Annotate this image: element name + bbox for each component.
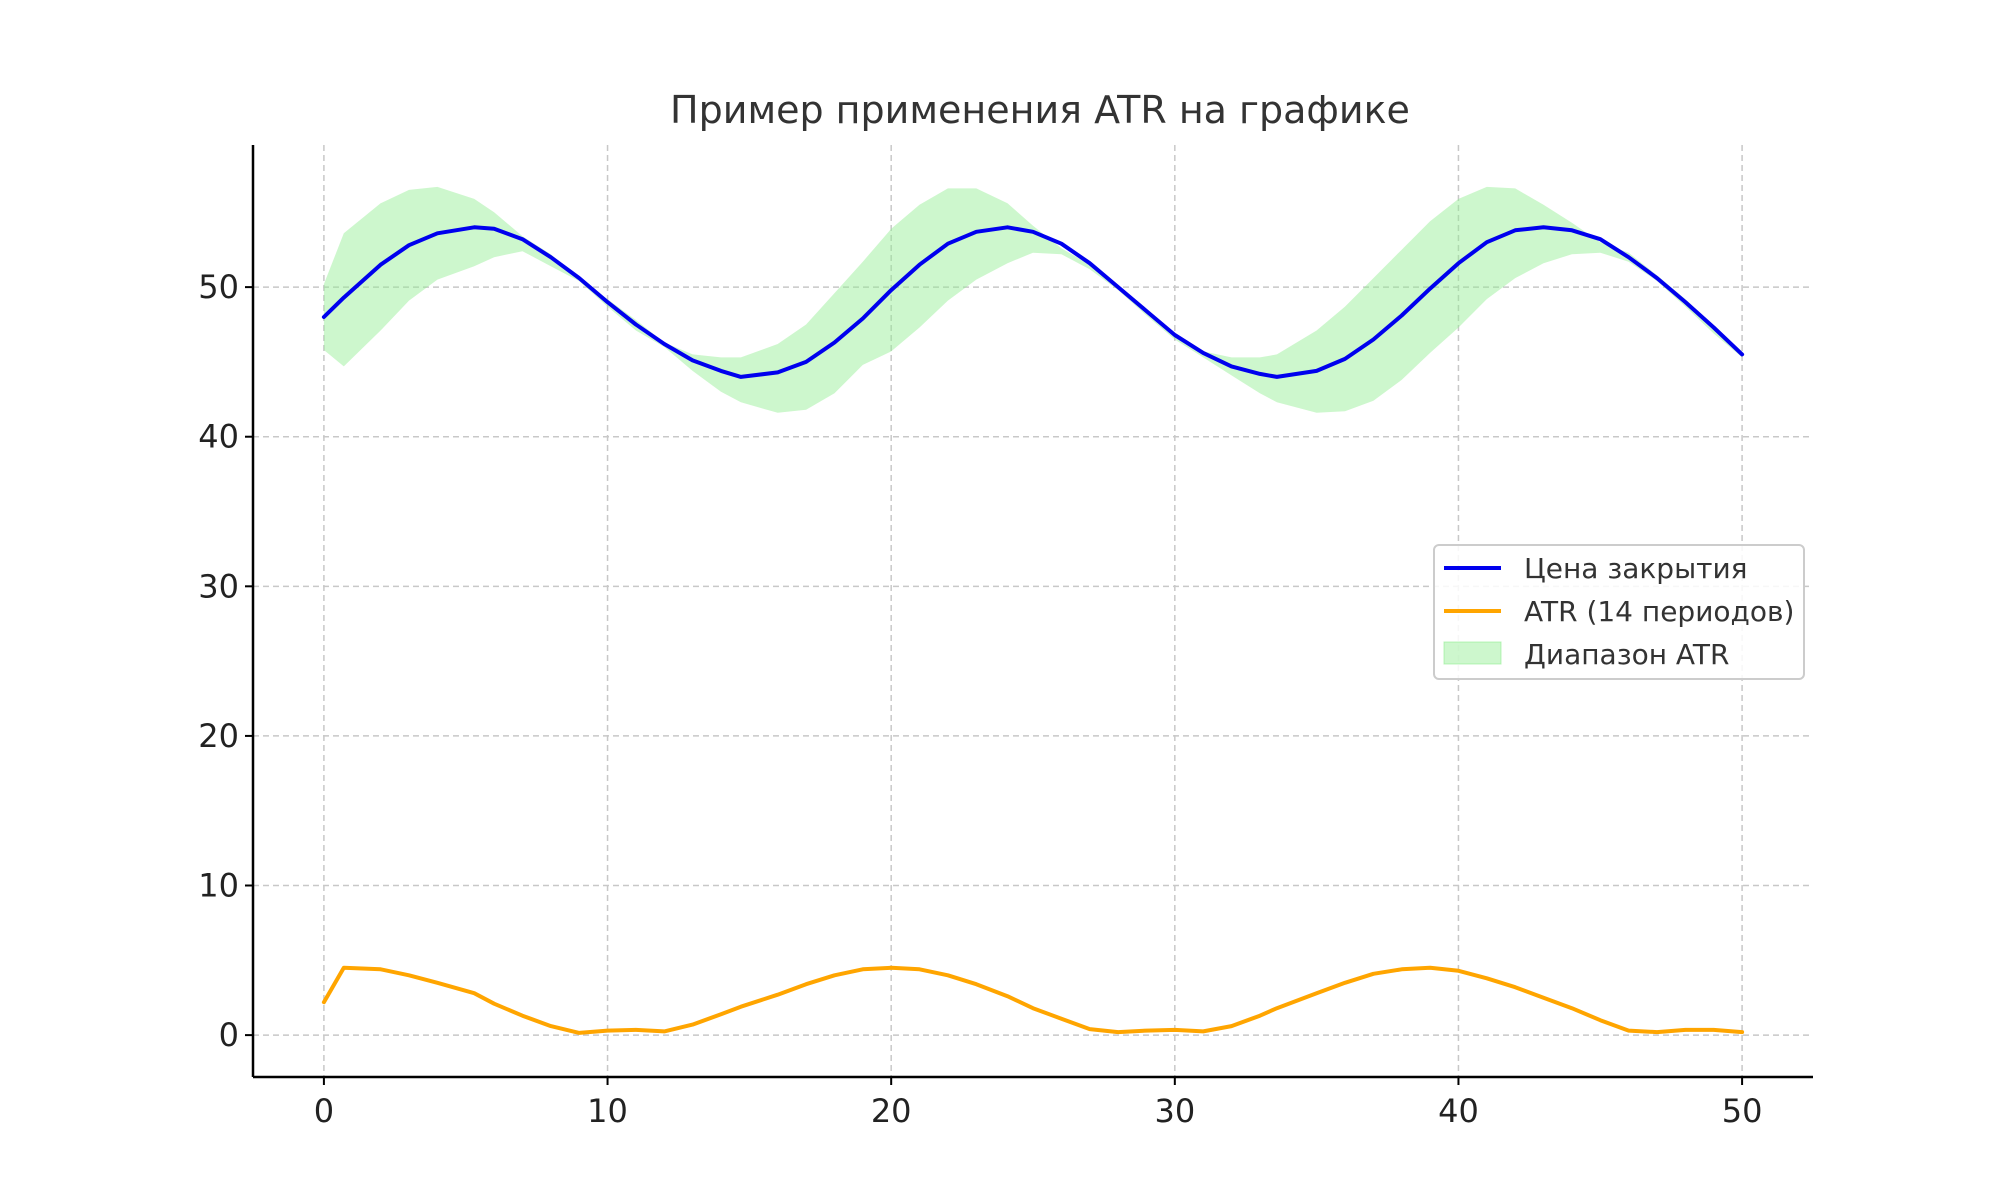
series-line-layer	[321, 225, 1745, 1035]
legend-item-atr-range: Диапазон ATR	[1443, 638, 1729, 671]
y-tick-label: 10	[198, 867, 239, 905]
x-tick-label: 50	[1722, 1092, 1763, 1130]
legend-item-atr: ATR (14 периодов)	[1444, 595, 1794, 628]
tick-label-layer: 0 10 20 30 40 50 0 10 20 30 40 50	[198, 268, 1762, 1130]
y-tick-label: 50	[198, 268, 239, 306]
axes-layer	[245, 145, 1813, 1085]
legend-label: Диапазон ATR	[1524, 638, 1729, 671]
y-tick-label: 30	[198, 567, 239, 605]
y-tick-label: 40	[198, 418, 239, 456]
chart-title: Пример применения ATR на графике	[670, 88, 1410, 132]
legend-box	[1433, 544, 1805, 680]
x-tick-label: 0	[314, 1092, 334, 1130]
close-price-line	[321, 225, 1745, 379]
x-tick-label: 40	[1438, 1092, 1479, 1130]
legend-item-close-price: Цена закрытия	[1444, 552, 1748, 585]
x-tick-label: 20	[871, 1092, 912, 1130]
x-tick-label: 30	[1154, 1092, 1195, 1130]
atr-line	[321, 965, 1745, 1035]
atr-band-layer	[323, 186, 1743, 413]
y-tick-label: 0	[219, 1016, 239, 1054]
legend-swatch	[1443, 641, 1502, 665]
atr-range-band	[323, 186, 1743, 413]
legend: Цена закрытия ATR (14 периодов) Диапазон A…	[1433, 544, 1805, 680]
legend-label: Цена закрытия	[1524, 552, 1748, 585]
y-tick-label: 20	[198, 717, 239, 755]
x-tick-label: 10	[587, 1092, 628, 1130]
grid-layer	[253, 145, 1813, 1077]
legend-label: ATR (14 периодов)	[1524, 595, 1794, 628]
